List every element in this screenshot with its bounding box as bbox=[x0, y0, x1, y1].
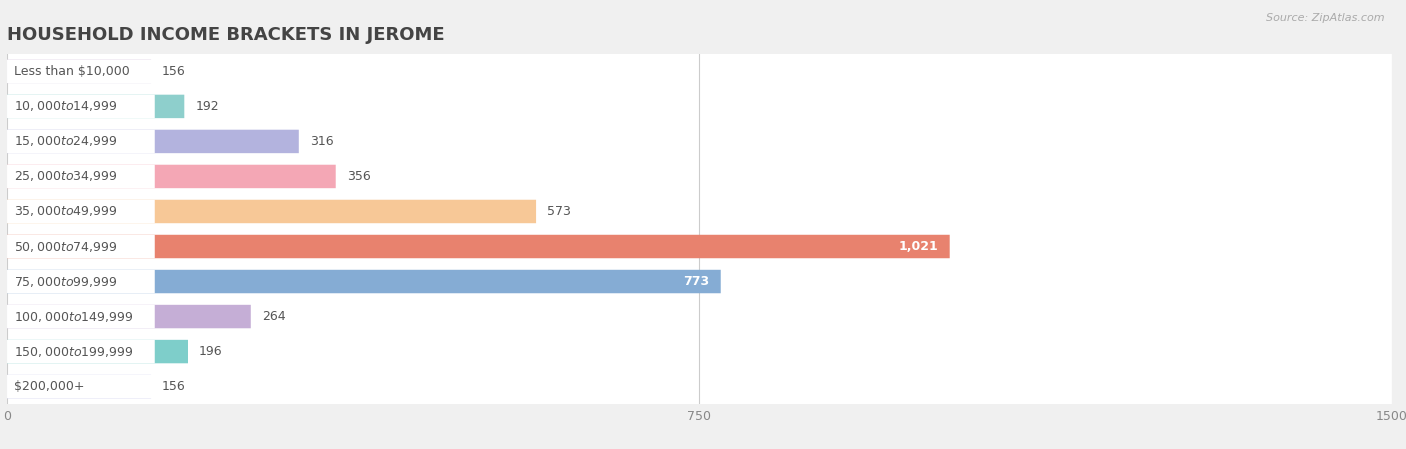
Bar bbox=[7, 89, 1392, 124]
Bar bbox=[7, 229, 1392, 264]
Bar bbox=[7, 299, 1392, 334]
FancyBboxPatch shape bbox=[7, 375, 150, 398]
Bar bbox=[7, 369, 1392, 404]
FancyBboxPatch shape bbox=[7, 95, 184, 118]
Text: $200,000+: $200,000+ bbox=[14, 380, 84, 393]
Bar bbox=[7, 194, 1392, 229]
Text: 192: 192 bbox=[195, 100, 219, 113]
Text: 1,021: 1,021 bbox=[898, 240, 939, 253]
Text: $100,000 to $149,999: $100,000 to $149,999 bbox=[14, 309, 134, 324]
Text: 156: 156 bbox=[162, 380, 186, 393]
Text: $150,000 to $199,999: $150,000 to $199,999 bbox=[14, 344, 134, 359]
Text: $75,000 to $99,999: $75,000 to $99,999 bbox=[14, 274, 118, 289]
Bar bbox=[7, 159, 1392, 194]
Text: $15,000 to $24,999: $15,000 to $24,999 bbox=[14, 134, 118, 149]
FancyBboxPatch shape bbox=[7, 60, 155, 83]
Text: Source: ZipAtlas.com: Source: ZipAtlas.com bbox=[1267, 13, 1385, 23]
FancyBboxPatch shape bbox=[7, 235, 949, 258]
Text: 573: 573 bbox=[547, 205, 571, 218]
Text: HOUSEHOLD INCOME BRACKETS IN JEROME: HOUSEHOLD INCOME BRACKETS IN JEROME bbox=[7, 26, 444, 44]
Bar bbox=[7, 54, 1392, 89]
Text: $10,000 to $14,999: $10,000 to $14,999 bbox=[14, 99, 118, 114]
FancyBboxPatch shape bbox=[7, 130, 155, 153]
Text: 316: 316 bbox=[309, 135, 333, 148]
FancyBboxPatch shape bbox=[7, 270, 155, 293]
Text: 356: 356 bbox=[347, 170, 371, 183]
FancyBboxPatch shape bbox=[7, 340, 188, 363]
FancyBboxPatch shape bbox=[7, 200, 536, 223]
FancyBboxPatch shape bbox=[7, 305, 250, 328]
FancyBboxPatch shape bbox=[7, 130, 299, 153]
FancyBboxPatch shape bbox=[7, 270, 721, 293]
FancyBboxPatch shape bbox=[7, 340, 155, 363]
Text: $35,000 to $49,999: $35,000 to $49,999 bbox=[14, 204, 118, 219]
FancyBboxPatch shape bbox=[7, 165, 155, 188]
Text: $50,000 to $74,999: $50,000 to $74,999 bbox=[14, 239, 118, 254]
Bar bbox=[7, 124, 1392, 159]
Bar bbox=[7, 334, 1392, 369]
Text: $25,000 to $34,999: $25,000 to $34,999 bbox=[14, 169, 118, 184]
FancyBboxPatch shape bbox=[7, 60, 150, 83]
Text: 773: 773 bbox=[683, 275, 710, 288]
FancyBboxPatch shape bbox=[7, 95, 155, 118]
Bar bbox=[7, 264, 1392, 299]
FancyBboxPatch shape bbox=[7, 165, 336, 188]
FancyBboxPatch shape bbox=[7, 305, 155, 328]
FancyBboxPatch shape bbox=[7, 235, 155, 258]
FancyBboxPatch shape bbox=[7, 375, 155, 398]
Text: Less than $10,000: Less than $10,000 bbox=[14, 65, 131, 78]
Text: 196: 196 bbox=[200, 345, 222, 358]
Text: 264: 264 bbox=[262, 310, 285, 323]
Text: 156: 156 bbox=[162, 65, 186, 78]
FancyBboxPatch shape bbox=[7, 200, 155, 223]
